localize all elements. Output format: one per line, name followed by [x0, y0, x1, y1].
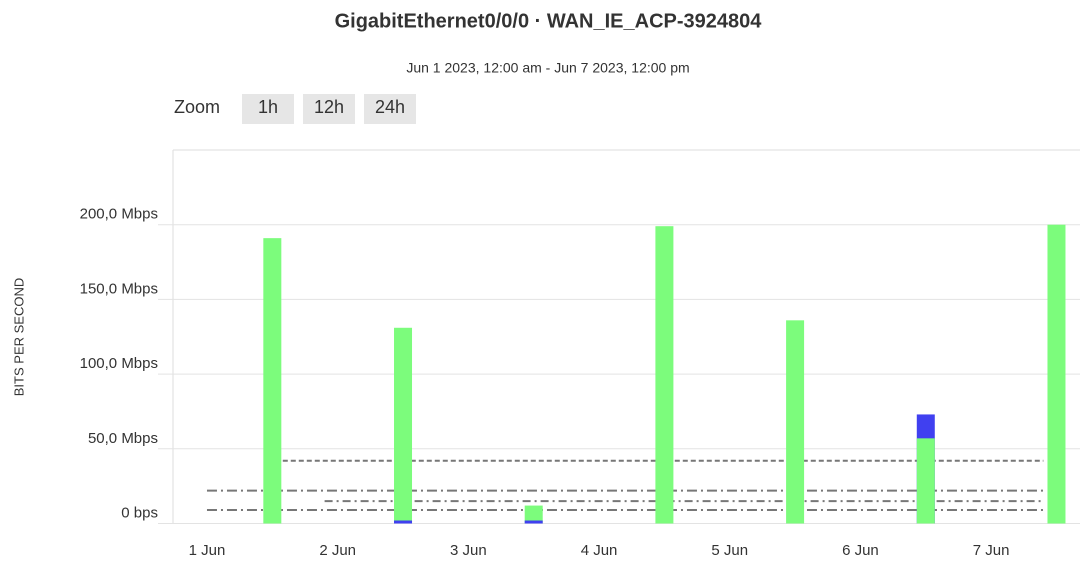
y-tick-label: 50,0 Mbps: [88, 430, 158, 447]
y-tick-label: 200,0 Mbps: [80, 206, 158, 223]
bar: [524, 520, 543, 524]
bar: [786, 320, 805, 524]
x-tick-label: 4 Jun: [581, 542, 618, 559]
x-tick-label: 7 Jun: [973, 542, 1010, 559]
bar: [1047, 224, 1066, 524]
x-tick-label: 6 Jun: [842, 542, 879, 559]
bar: [263, 238, 282, 524]
bar: [916, 438, 935, 524]
x-tick-label: 3 Jun: [450, 542, 487, 559]
zoom-label: Zoom: [174, 97, 220, 117]
zoom-button[interactable]: [242, 94, 294, 124]
x-tick-label: 2 Jun: [319, 542, 356, 559]
x-tick-label: 1 Jun: [189, 542, 226, 559]
zoom-button-label[interactable]: 24h: [375, 97, 405, 117]
zoom-button[interactable]: [303, 94, 355, 124]
zoom-button-label[interactable]: 1h: [258, 97, 278, 117]
bar: [524, 505, 543, 524]
zoom-button-label[interactable]: 12h: [314, 97, 344, 117]
chart-subtitle: Jun 1 2023, 12:00 am - Jun 7 2023, 12:00…: [406, 60, 689, 76]
y-axis-label: BITS PER SECOND: [11, 278, 26, 396]
x-tick-label: 5 Jun: [711, 542, 748, 559]
bar: [394, 520, 413, 524]
y-tick-label: 0 bps: [121, 504, 158, 521]
y-tick-label: 150,0 Mbps: [80, 280, 158, 297]
bar: [394, 327, 413, 524]
zoom-button[interactable]: [364, 94, 416, 124]
chart-title: GigabitEthernet0/0/0 · WAN_IE_ACP-392480…: [335, 10, 763, 32]
y-tick-label: 100,0 Mbps: [80, 355, 158, 372]
bar: [655, 226, 674, 524]
